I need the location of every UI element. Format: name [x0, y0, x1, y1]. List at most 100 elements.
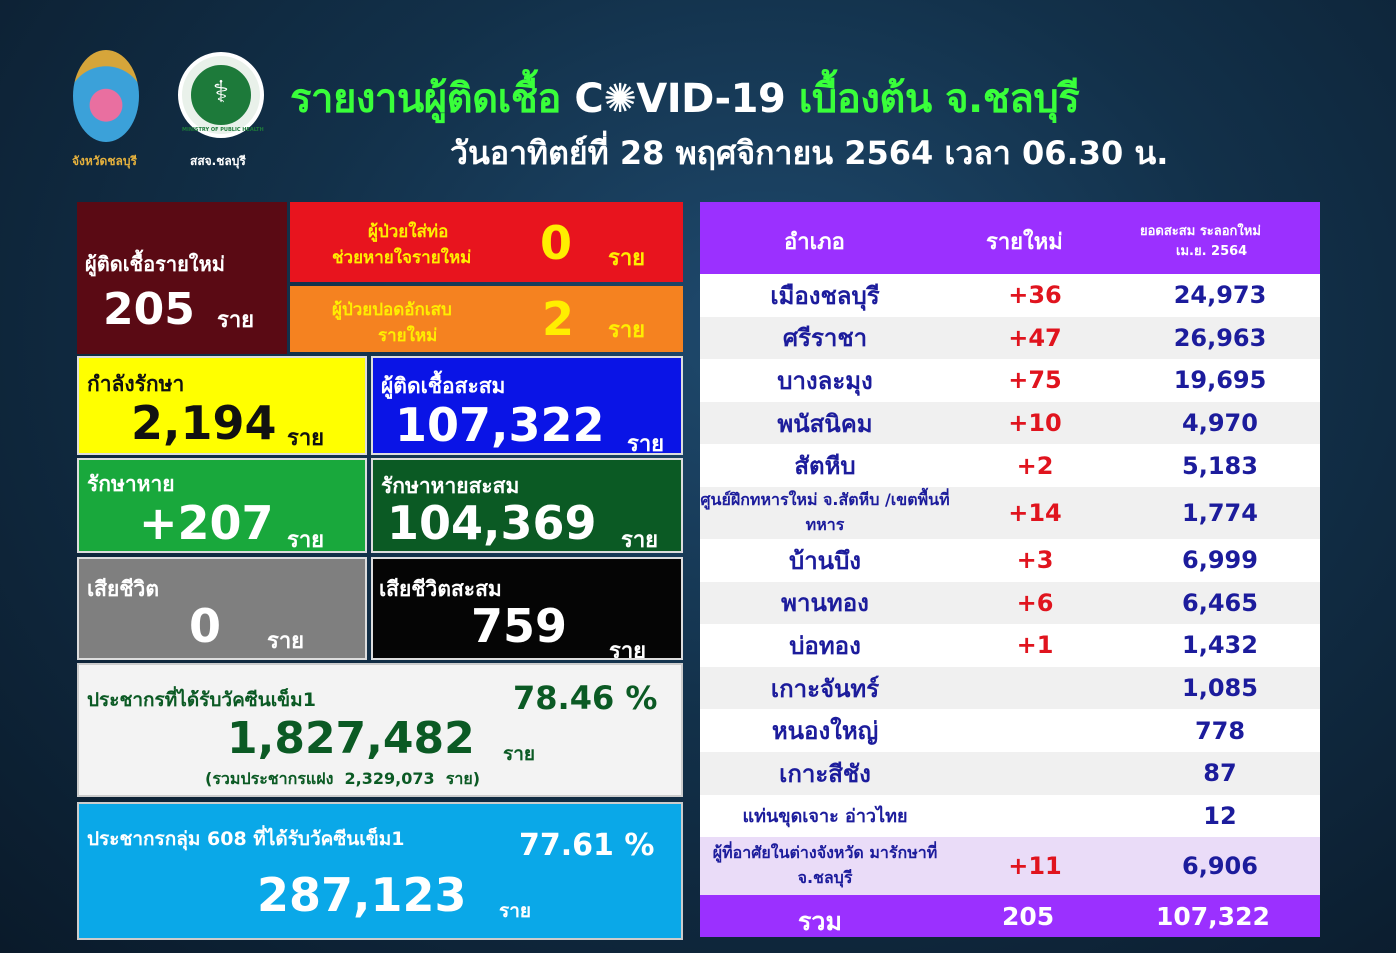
cell-total: 778: [1120, 709, 1320, 752]
cell-new: +2: [950, 444, 1120, 487]
unit: ราย: [608, 246, 646, 271]
vaccine-note: (รวมประชากรแฝง 2,329,073 ราย): [205, 769, 481, 788]
table-row: พานทอง +6 6,465: [700, 581, 1320, 625]
recovered-value: +207: [139, 496, 274, 550]
cell-district: หนองใหญ่: [700, 709, 950, 752]
cell-total: 4,970: [1120, 401, 1320, 445]
header-cumulative-sub: เม.ย. 2564: [1176, 244, 1248, 259]
unit: ราย: [287, 426, 325, 451]
treating-box: กำลังรักษา 2,194 ราย: [77, 356, 367, 455]
cell-district: ผู้ที่อาศัยในต่างจังหวัด มารักษาที่ จ.ชล…: [700, 837, 950, 896]
cell-total: 1,085: [1120, 666, 1320, 710]
new-cases-label: ผู้ติดเชื้อรายใหม่: [85, 252, 225, 276]
cell-district: ศรีราชา: [700, 316, 950, 360]
recovered-cumulative-value: 104,369: [387, 496, 597, 550]
unit: ราย: [217, 308, 255, 333]
pneumonia-value: 2: [542, 292, 575, 346]
cell-new: +1: [950, 624, 1120, 667]
table-row: เมืองชลบุรี +36 24,973: [700, 274, 1320, 317]
pneumonia-box: ผู้ป่วยปอดอักเสบ รายใหม่ 2 ราย: [290, 286, 683, 352]
cell-total: 6,999: [1120, 538, 1320, 582]
cell-new: [950, 709, 1120, 752]
title-post: เบื้องต้น จ.ชลบุรี: [798, 76, 1080, 122]
table-row: ศูนย์ฝึกทหารใหม่ จ.สัตหีบ /เขตพื้นที่ทหา…: [700, 486, 1320, 539]
cell-total: 1,774: [1120, 486, 1320, 539]
cell-total: 19,695: [1120, 359, 1320, 402]
logo1-caption: จังหวัดชลบุรี: [72, 154, 137, 168]
recovered-cumulative-box: รักษาหายสะสม 104,369 ราย: [371, 458, 683, 553]
unit: ราย: [499, 900, 532, 922]
cell-district: แท่นขุดเจาะ อ่าวไทย: [700, 794, 950, 838]
header-district: อำเภอ: [784, 230, 845, 255]
cumulative-box: ผู้ติดเชื้อสะสม 107,322 ราย: [371, 356, 683, 455]
district-table: อำเภอ รายใหม่ ยอดสะสม ระลอกใหม่ เม.ย. 25…: [700, 202, 1320, 938]
cell-new: [950, 666, 1120, 710]
logo2-caption: สสจ.ชลบุรี: [190, 154, 246, 168]
table-row: หนองใหญ่ 778: [700, 709, 1320, 752]
table-header: อำเภอ รายใหม่ ยอดสะสม ระลอกใหม่ เม.ย. 25…: [700, 202, 1320, 274]
ventilator-label: ผู้ป่วยใส่ท่อ: [368, 222, 449, 242]
vaccine-label: ประชากรที่ได้รับวัคซีนเข็ม1: [87, 689, 316, 711]
header-new: รายใหม่: [986, 230, 1063, 255]
cell-total: 5,183: [1120, 444, 1320, 487]
table-row: บางละมุง +75 19,695: [700, 359, 1320, 402]
cell-new: +3: [950, 538, 1120, 582]
cell-new: +14: [950, 486, 1120, 539]
table-row: พนัสนิคม +10 4,970: [700, 401, 1320, 445]
treating-value: 2,194: [131, 396, 277, 450]
cell-total: 6,465: [1120, 581, 1320, 625]
deaths-label: เสียชีวิต: [87, 577, 159, 601]
total-label: รวม: [798, 907, 842, 937]
table-row: แท่นขุดเจาะ อ่าวไทย 12: [700, 794, 1320, 838]
unit: ราย: [267, 629, 305, 654]
report-date: วันอาทิตย์ที่ 28 พฤศจิกายน 2564 เวลา 06.…: [450, 134, 1169, 172]
table-row: ศรีราชา +47 26,963: [700, 316, 1320, 360]
vaccine-box: ประชากรที่ได้รับวัคซีนเข็ม1 78.46 % 1,82…: [77, 663, 683, 797]
cell-total: 12: [1120, 794, 1320, 838]
cell-district: บ่อทอง: [700, 624, 950, 667]
unit: ราย: [287, 528, 325, 553]
cumulative-value: 107,322: [395, 398, 605, 452]
cell-new: +47: [950, 316, 1120, 360]
cell-new: +6: [950, 581, 1120, 625]
cell-district: เกาะจันทร์: [700, 666, 950, 710]
total-row: รวม 205 107,322: [700, 895, 1320, 938]
unit: ราย: [621, 528, 659, 553]
pneumonia-label: รายใหม่: [378, 326, 438, 346]
total-cumulative: 107,322: [1156, 902, 1270, 932]
table-row: เกาะสีชัง 87: [700, 751, 1320, 795]
title-covid: C✺VID-19: [574, 76, 786, 122]
deaths-cumulative-box: เสียชีวิตสะสม 759 ราย: [371, 557, 683, 660]
header-cumulative: ยอดสะสม ระลอกใหม่: [1140, 224, 1261, 239]
cell-new: +10: [950, 401, 1120, 445]
vaccine-value: 1,827,482: [227, 713, 475, 764]
vaccine-percent: 78.46 %: [513, 679, 658, 717]
ventilator-value: 0: [540, 216, 573, 270]
unit: ราย: [608, 318, 646, 343]
cumulative-label: ผู้ติดเชื้อสะสม: [381, 374, 506, 398]
cell-district: เมืองชลบุรี: [700, 274, 950, 317]
cell-total: 26,963: [1120, 316, 1320, 360]
unit: ราย: [609, 639, 647, 660]
cell-district: พนัสนิคม: [700, 401, 950, 445]
ministry-of-public-health-logo: ⚕ MINISTRY OF PUBLIC HEALTH: [178, 52, 264, 138]
cell-total: 87: [1120, 751, 1320, 795]
deaths-box: เสียชีวิต 0 ราย: [77, 557, 367, 660]
cell-district: บ้านบึง: [700, 538, 950, 582]
deaths-value: 0: [189, 599, 222, 653]
vaccine-608-box: ประชากรกลุ่ม 608 ที่ได้รับวัคซีนเข็ม1 77…: [77, 802, 683, 940]
cell-new: +75: [950, 359, 1120, 402]
cell-total: 24,973: [1120, 274, 1320, 317]
cell-new: +11: [950, 837, 1120, 896]
unit: ราย: [503, 743, 536, 765]
recovered-box: รักษาหาย +207 ราย: [77, 458, 367, 553]
ventilator-box: ผู้ป่วยใส่ท่อ ช่วยหายใจรายใหม่ 0 ราย: [290, 202, 683, 282]
title-pre: รายงานผู้ติดเชื้อ: [290, 76, 561, 122]
vaccine-608-value: 287,123: [257, 868, 467, 922]
table-row: เกาะจันทร์ 1,085: [700, 666, 1320, 710]
treating-label: กำลังรักษา: [87, 372, 185, 396]
cell-new: [950, 794, 1120, 838]
cell-total: 1,432: [1120, 624, 1320, 667]
table-row: บ่อทอง +1 1,432: [700, 624, 1320, 667]
vaccine-608-percent: 77.61 %: [519, 828, 655, 863]
